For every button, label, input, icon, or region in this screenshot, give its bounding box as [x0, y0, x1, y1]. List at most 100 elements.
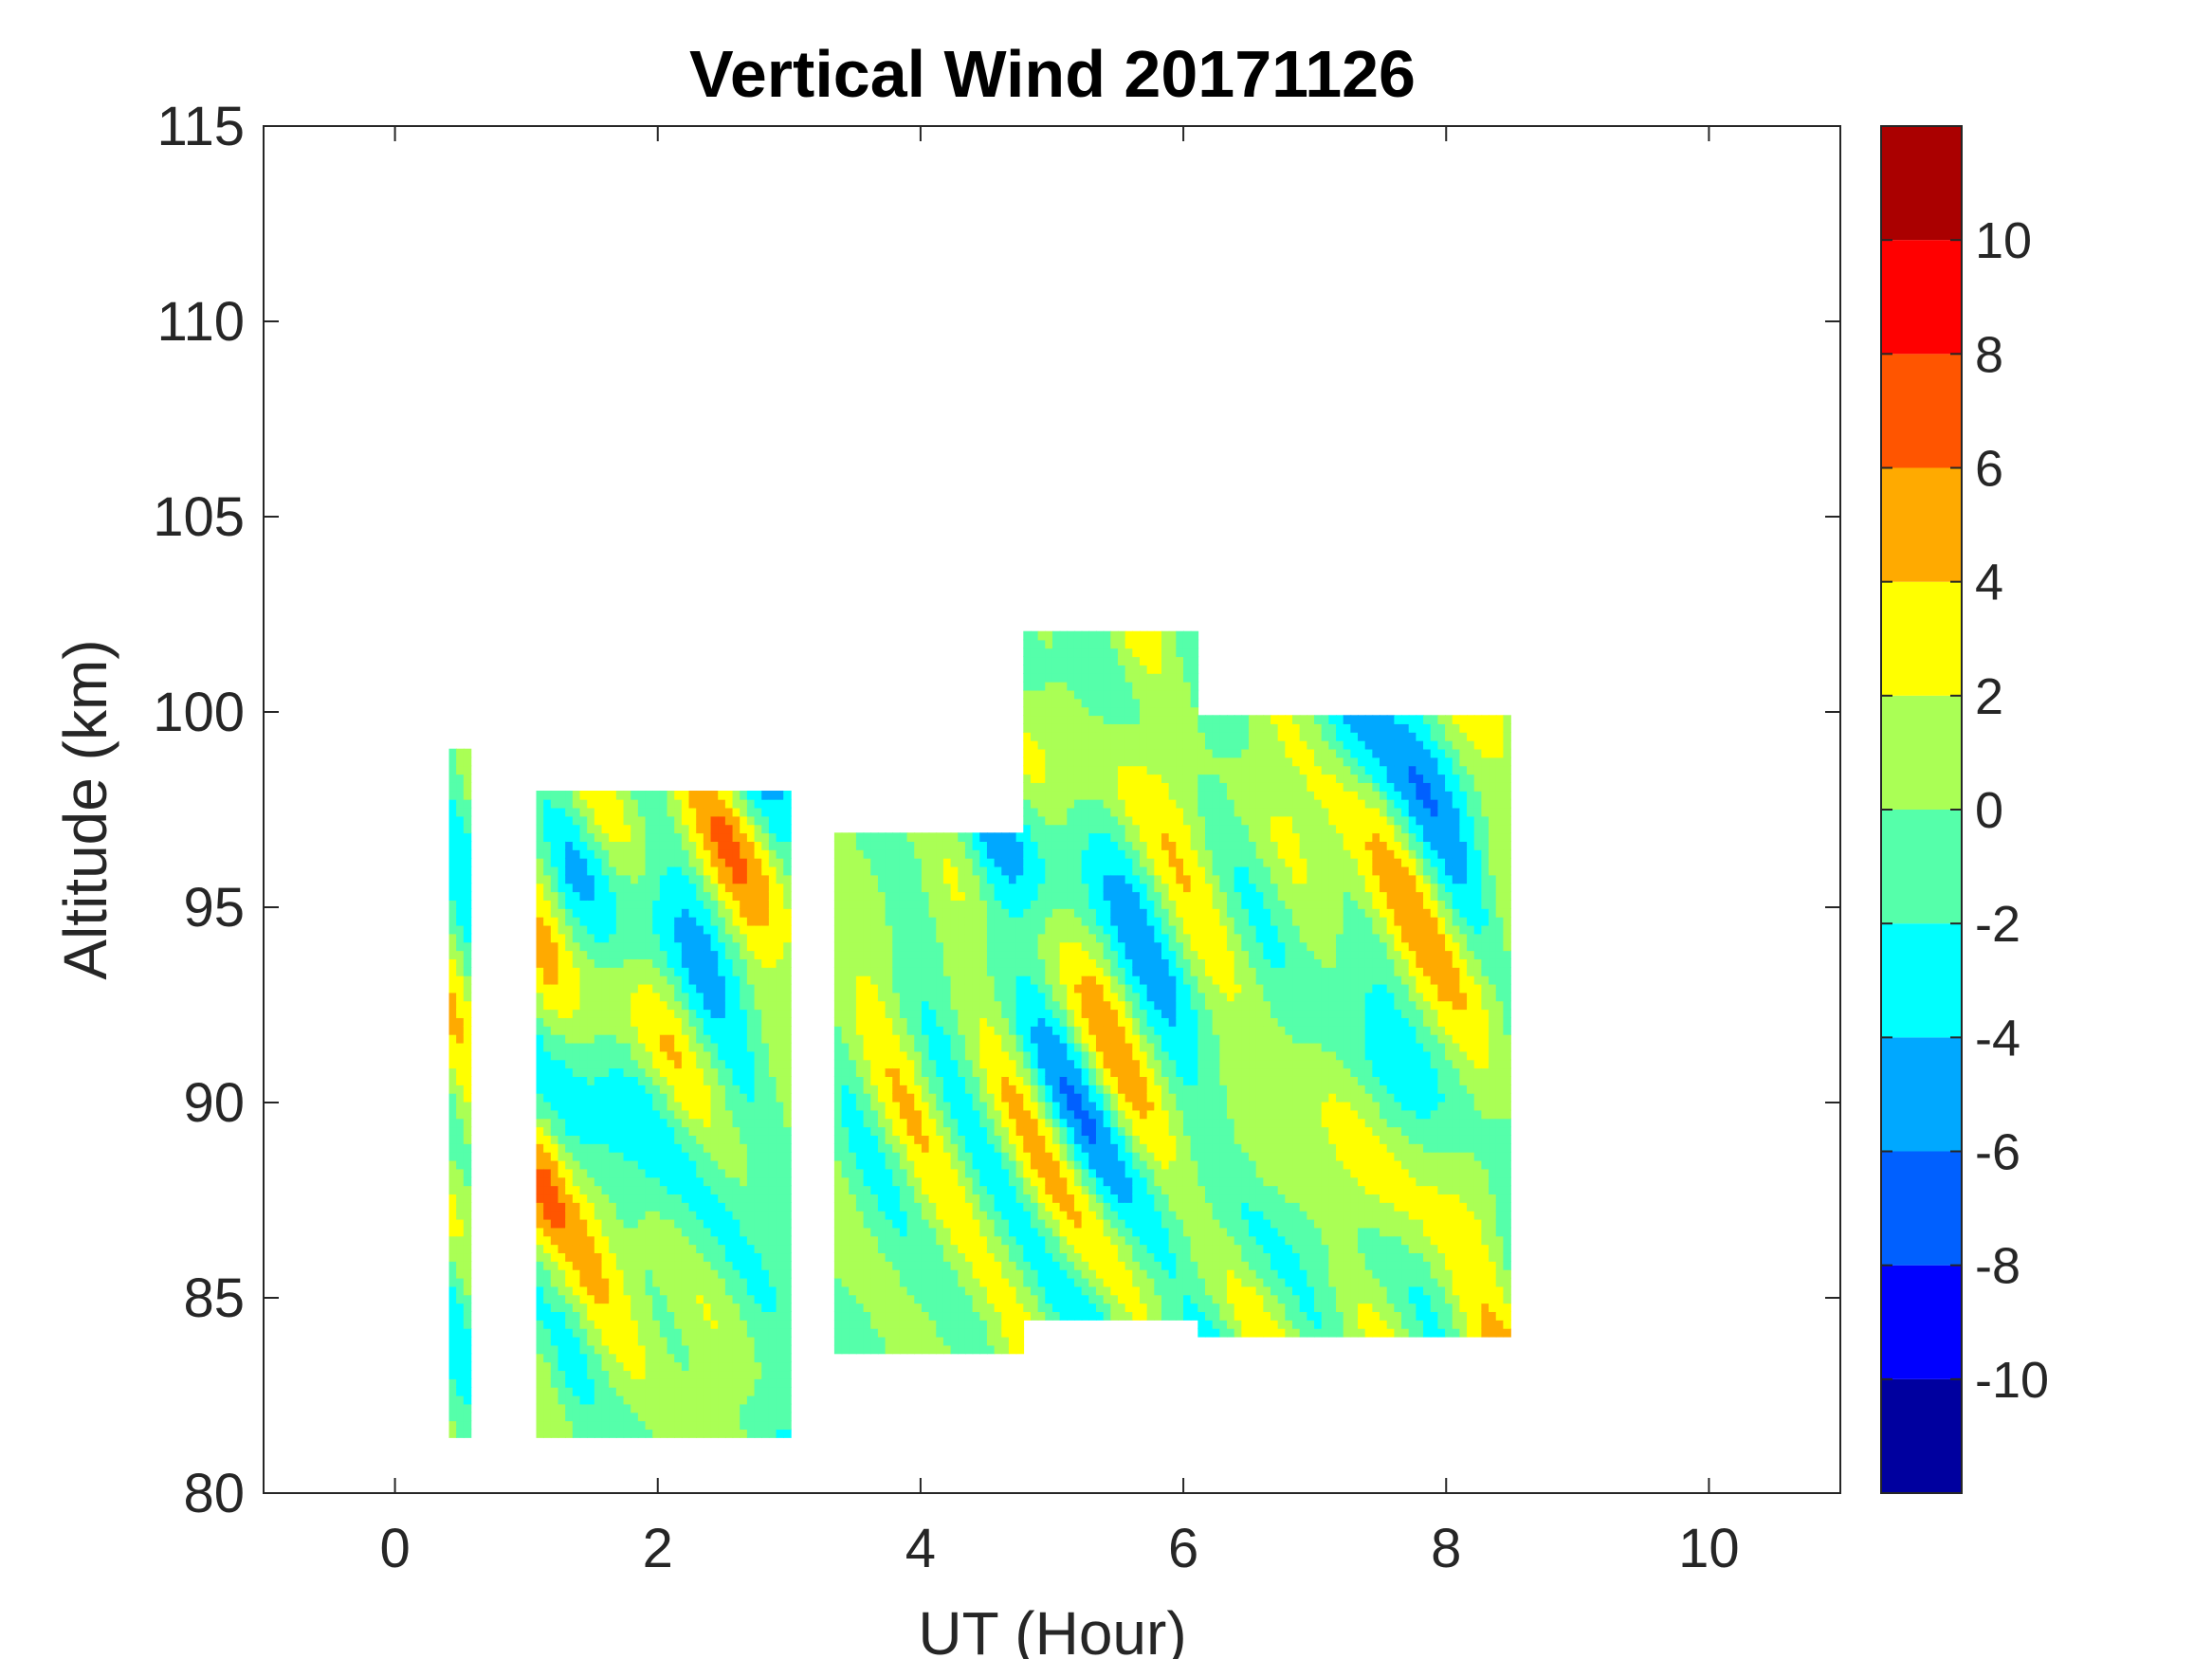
contour-cell — [761, 1412, 770, 1422]
contour-cell — [579, 1403, 588, 1413]
contour-cell — [833, 1277, 843, 1287]
contour-cell — [768, 1159, 777, 1170]
contour-cell — [994, 1294, 1003, 1304]
contour-cell — [579, 1185, 588, 1195]
contour-cell — [972, 1076, 981, 1085]
contour-cell — [776, 1344, 785, 1355]
contour-cell — [1045, 1059, 1053, 1069]
contour-cell — [972, 908, 981, 918]
contour-cell — [579, 1009, 588, 1018]
contour-cell — [724, 1252, 734, 1262]
contour-cell — [921, 1050, 930, 1061]
contour-cell — [841, 857, 850, 867]
contour-cell — [841, 1059, 850, 1069]
contour-cell — [536, 1067, 544, 1077]
contour-cell — [1045, 732, 1053, 741]
contour-cell — [601, 1218, 610, 1229]
contour-cell — [870, 1109, 879, 1120]
contour-cell — [674, 1009, 683, 1018]
contour-cell — [710, 1303, 720, 1313]
contour-cell — [768, 1227, 777, 1237]
contour-cell — [958, 1303, 966, 1313]
contour-cell — [754, 824, 763, 834]
contour-cell — [688, 1076, 698, 1085]
contour-cell — [631, 1429, 639, 1438]
contour-cell — [855, 1303, 865, 1313]
contour-cell — [718, 916, 726, 926]
contour-cell — [543, 992, 552, 1002]
contour-cell — [906, 1268, 916, 1279]
contour-cell — [849, 1033, 857, 1044]
contour-cell — [855, 1143, 865, 1153]
contour-cell — [681, 1303, 690, 1313]
contour-cell — [1059, 1159, 1069, 1170]
contour-cell — [456, 857, 465, 867]
contour-cell — [565, 958, 574, 968]
contour-cell — [703, 1429, 712, 1438]
contour-cell — [863, 1151, 872, 1161]
contour-cell — [768, 1235, 777, 1246]
contour-cell — [703, 1033, 712, 1044]
contour-cell — [964, 967, 974, 976]
contour-cell — [718, 1076, 726, 1085]
contour-cell — [674, 1085, 683, 1094]
contour-cell — [572, 1261, 581, 1270]
contour-cell — [1051, 706, 1061, 717]
contour-cell — [667, 1118, 676, 1128]
contour-cell — [1030, 757, 1039, 767]
contour-cell — [724, 1126, 734, 1136]
contour-cell — [587, 1168, 595, 1178]
contour-cell — [994, 1202, 1003, 1212]
contour-cell — [558, 1159, 566, 1170]
contour-cell — [942, 958, 952, 968]
contour-cell — [543, 1235, 552, 1246]
contour-cell — [565, 1336, 574, 1346]
contour-cell — [768, 874, 777, 884]
contour-cell — [587, 1361, 595, 1372]
contour-cell — [972, 866, 981, 876]
contour-cell — [623, 900, 632, 909]
contour-cell — [1001, 1009, 1010, 1018]
contour-cell — [1001, 1026, 1010, 1035]
contour-cell — [746, 924, 756, 935]
contour-cell — [587, 849, 595, 859]
contour-cell — [724, 1218, 734, 1229]
contour-cell — [1030, 782, 1039, 792]
contour-cell — [776, 1176, 785, 1187]
contour-cell — [623, 1285, 632, 1296]
contour-cell — [1045, 630, 1053, 641]
contour-cell — [870, 1151, 879, 1161]
contour-cell — [833, 874, 843, 884]
contour-cell — [631, 1135, 639, 1144]
contour-cell — [558, 1210, 566, 1220]
contour-cell — [667, 1252, 676, 1262]
contour-cell — [732, 1277, 741, 1287]
contour-cell — [776, 1009, 785, 1018]
contour-cell — [986, 958, 996, 968]
contour-cell — [615, 1118, 625, 1128]
contour-cell — [696, 815, 704, 826]
contour-cell — [740, 1059, 748, 1069]
contour-cell — [754, 1050, 763, 1061]
contour-cell — [921, 891, 930, 901]
contour-cell — [942, 1000, 952, 1011]
contour-cell — [950, 1285, 960, 1296]
contour-cell — [761, 900, 770, 909]
contour-cell — [615, 1067, 625, 1077]
contour-cell — [688, 967, 698, 976]
contour-cell — [623, 1202, 632, 1212]
contour-cell — [558, 933, 566, 943]
contour-cell — [631, 791, 639, 800]
contour-cell — [659, 1353, 668, 1363]
contour-cell — [732, 1311, 741, 1321]
contour-cell — [703, 1261, 712, 1270]
contour-cell — [681, 1185, 690, 1195]
contour-cell — [703, 824, 712, 834]
contour-cell — [579, 1303, 588, 1313]
contour-cell — [936, 1194, 944, 1203]
contour-cell — [688, 1311, 698, 1321]
contour-cell — [667, 841, 676, 850]
contour-cell — [652, 941, 661, 952]
contour-cell — [870, 1176, 879, 1187]
contour-cell — [718, 1294, 726, 1304]
